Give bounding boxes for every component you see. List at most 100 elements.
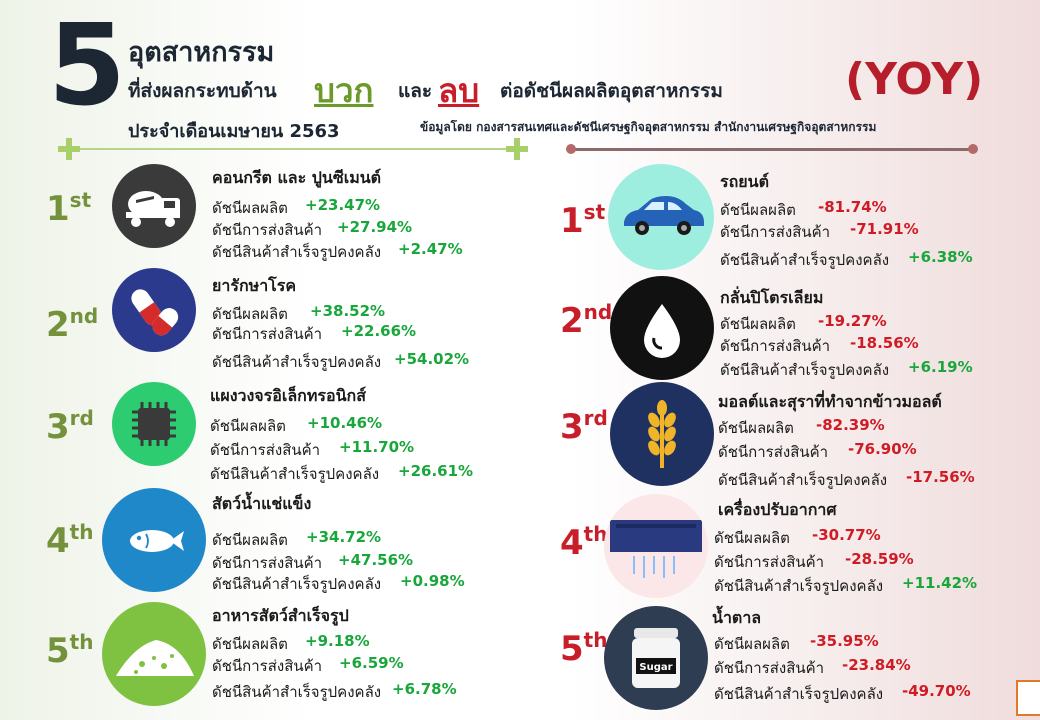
shipment-label: ดัชนีการส่งสินค้า (210, 441, 321, 459)
shipment-label: ดัชนีการส่งสินค้า (718, 443, 829, 461)
shipment-value: -23.84% (842, 656, 911, 674)
shipment-value: -71.91% (850, 220, 919, 238)
index-title: ต่อดัชนีผลผลิตอุตสาหกรรม (500, 80, 723, 102)
inventory-label: ดัชนีสินค้าสำเร็จรูปคงคลัง (718, 471, 888, 489)
industry-name: น้ำตาล (712, 608, 762, 627)
production-label: ดัชนีผลผลิต (714, 529, 790, 547)
cement-truck-icon (112, 164, 196, 248)
inventory-value: +26.61% (398, 462, 474, 480)
title-line-1: อุตสาหกรรม (128, 37, 275, 68)
shipment-value: -18.56% (850, 334, 919, 352)
production-value: -81.74% (818, 198, 887, 216)
inventory-label: ดัชนีสินค้าสำเร็จรูปคงคลัง (210, 465, 380, 483)
shipment-label: ดัชนีการส่งสินค้า (720, 337, 831, 355)
rank-label: 2nd (46, 304, 99, 345)
rank-label: 5th (560, 628, 608, 669)
svg-text:Sugar: Sugar (639, 662, 672, 673)
inventory-value: +54.02% (394, 350, 470, 368)
production-label: ดัชนีผลผลิต (718, 419, 794, 437)
shipment-value: +11.70% (339, 438, 415, 456)
shipment-label: ดัชนีการส่งสินค้า (212, 554, 323, 572)
shipment-value: +6.59% (339, 654, 404, 672)
rank-label: 1st (46, 188, 92, 229)
inventory-value: -17.56% (906, 468, 975, 486)
microchip-icon (112, 382, 196, 466)
industry-name: อาหารสัตว์สำเร็จรูป (212, 606, 349, 625)
production-value: -35.95% (810, 632, 879, 650)
production-value: +10.46% (307, 414, 383, 432)
positive-word: บวก (314, 71, 374, 110)
wheat-icon (610, 382, 714, 486)
industry-name: เครื่องปรับอากาศ (718, 500, 837, 519)
industry-name: แผงวงจรอิเล็กทรอนิกส์ (210, 386, 366, 405)
rank-label: 3rd (560, 406, 608, 447)
inventory-value: +6.78% (392, 680, 457, 698)
plus-icon (58, 138, 80, 160)
production-value: +9.18% (305, 632, 370, 650)
production-label: ดัชนีผลผลิต (212, 635, 288, 653)
production-value: +34.72% (306, 528, 382, 546)
inventory-label: ดัชนีสินค้าสำเร็จรูปคงคลัง (720, 251, 890, 269)
divider-left (70, 148, 518, 150)
shipment-label: ดัชนีการส่งสินค้า (720, 223, 831, 241)
industry-name: มอลต์และสุราที่ทำจากข้าวมอลต์ (718, 392, 942, 411)
production-label: ดัชนีผลผลิต (720, 315, 796, 333)
plus-icon (506, 138, 528, 160)
production-label: ดัชนีผลผลิต (210, 417, 286, 435)
industry-name: รถยนต์ (720, 172, 769, 191)
shipment-value: +47.56% (338, 551, 414, 569)
production-value: -30.77% (812, 526, 881, 544)
inventory-value: +2.47% (398, 240, 463, 258)
oil-drop-icon (610, 276, 714, 380)
inventory-value: +0.98% (400, 572, 465, 590)
divider-right (570, 148, 970, 151)
title-line-3: ประจำเดือนเมษายน 2563 (128, 121, 340, 142)
shipment-value: -28.59% (845, 550, 914, 568)
inventory-label: ดัชนีสินค้าสำเร็จรูปคงคลัง (212, 575, 382, 593)
and-word: และ (398, 80, 433, 102)
rank-label: 3rd (46, 406, 94, 447)
shipment-label: ดัชนีการส่งสินค้า (212, 221, 323, 239)
industry-name: สัตว์น้ำแช่แข็ง (212, 494, 312, 513)
shipment-value: +22.66% (341, 322, 417, 340)
inventory-label: ดัชนีสินค้าสำเร็จรูปคงคลัง (212, 243, 382, 261)
inventory-label: ดัชนีสินค้าสำเร็จรูปคงคลัง (212, 683, 382, 701)
agency-logo (1016, 680, 1040, 716)
production-label: ดัชนีผลผลิต (714, 635, 790, 653)
shipment-label: ดัชนีการส่งสินค้า (212, 657, 323, 675)
production-value: -19.27% (818, 312, 887, 330)
rank-label: 1st (560, 200, 606, 241)
inventory-value: +11.42% (902, 574, 978, 592)
production-label: ดัชนีผลผลิต (212, 531, 288, 549)
rank-label: 4th (46, 520, 94, 561)
industry-name: คอนกรีต และ ปูนซีเมนต์ (212, 168, 382, 187)
big-number: 5 (48, 1, 126, 131)
inventory-label: ดัชนีสินค้าสำเร็จรูปคงคลัง (720, 361, 890, 379)
inventory-label: ดัชนีสินค้าสำเร็จรูปคงคลัง (714, 577, 884, 595)
shipment-label: ดัชนีการส่งสินค้า (714, 553, 825, 571)
inventory-value: -49.70% (902, 682, 971, 700)
production-label: ดัชนีผลผลิต (720, 201, 796, 219)
production-value: +38.52% (310, 302, 386, 320)
fish-icon (102, 488, 206, 592)
shipment-label: ดัชนีการส่งสินค้า (714, 659, 825, 677)
divider-dot (968, 144, 978, 154)
negative-word: ลบ (438, 71, 480, 110)
feed-pile-icon (102, 602, 206, 706)
divider-dot (566, 144, 576, 154)
production-label: ดัชนีผลผลิต (212, 305, 288, 323)
shipment-value: +27.94% (337, 218, 413, 236)
inventory-value: +6.38% (908, 248, 973, 266)
shipment-label: ดัชนีการส่งสินค้า (212, 325, 323, 343)
yoy-label: (YOY) (845, 54, 984, 105)
sugar-jar-icon: Sugar (604, 606, 708, 710)
source-note: ข้อมูลโดย กองสารสนเทศและดัชนีเศรษฐกิจอุต… (420, 120, 877, 134)
rank-label: 4th (560, 522, 608, 563)
production-value: -82.39% (816, 416, 885, 434)
industry-name: ยารักษาโรค (212, 276, 297, 295)
air-conditioner-icon (604, 494, 708, 598)
production-value: +23.47% (305, 196, 381, 214)
industry-name: กลั่นปิโตรเลียม (720, 288, 824, 307)
pills-icon (112, 268, 196, 352)
shipment-value: -76.90% (848, 440, 917, 458)
